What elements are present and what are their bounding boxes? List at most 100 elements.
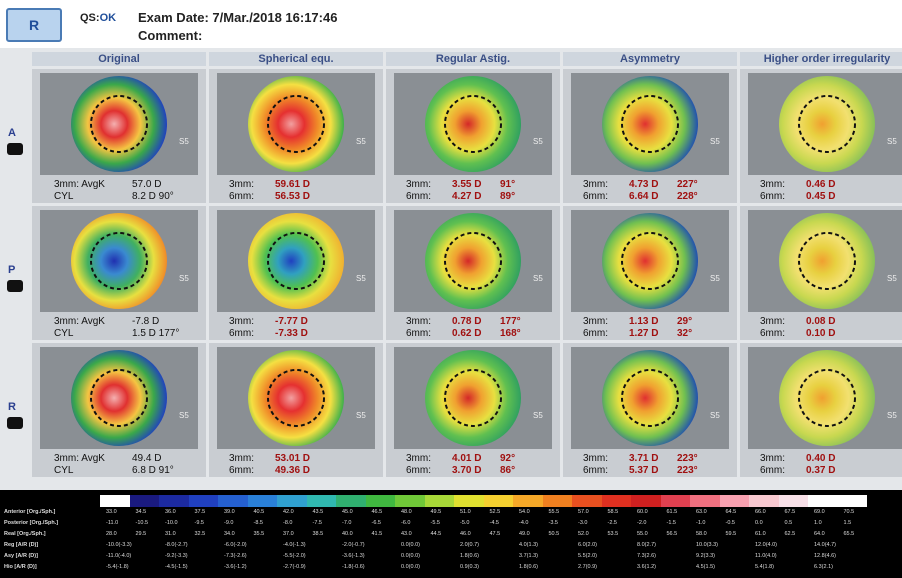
scale-swatch (425, 495, 455, 507)
measure-value: 56.53 D (275, 191, 310, 202)
scale-value: 0.0(0.0) (401, 542, 420, 548)
measure-value: 57.0 D (132, 179, 161, 190)
scale-value: 57.0 (578, 509, 589, 515)
scale-value: -10.0 (165, 520, 178, 526)
measure-label: CYL (54, 328, 73, 339)
measure-label: 3mm: (229, 316, 254, 327)
topography-map: S5 (740, 69, 902, 177)
scale-value: 69.0 (814, 509, 825, 515)
measure-angle: 91° (500, 179, 515, 190)
scale-value: 58.5 (608, 509, 619, 515)
scale-value: -2.7(-0.9) (283, 564, 306, 570)
column-header: Asymmetry (563, 52, 737, 66)
scale-value: 35.5 (254, 531, 265, 537)
scale-value: 56.5 (667, 531, 678, 537)
scale-value: -1.0 (696, 520, 705, 526)
scale-value: 65.5 (844, 531, 855, 537)
scale-value: -2.0 (637, 520, 646, 526)
map-tag: S5 (356, 411, 366, 420)
scale-value: 49.0 (519, 531, 530, 537)
scale-value: -8.0 (283, 520, 292, 526)
measure-angle: 89° (500, 191, 515, 202)
map-disc (248, 213, 344, 309)
map-disc (602, 350, 698, 446)
map-tag: S5 (533, 411, 543, 420)
measure-angle: 92° (500, 453, 515, 464)
measure-label: CYL (54, 191, 73, 202)
qs-label: QS: (80, 12, 100, 24)
map-cell: S53mm:0.46 D6mm:0.45 D (740, 69, 902, 203)
scale-value: 41.5 (372, 531, 383, 537)
scale-value: 2.0(0.7) (460, 542, 479, 548)
scale-value: 12.8(4.6) (814, 553, 836, 559)
map-disc (779, 213, 875, 309)
scale-value: 45.0 (342, 509, 353, 515)
measure-label: CYL (54, 465, 73, 476)
measure-value: 4.73 D (629, 179, 658, 190)
scale-value: 2.7(0.9) (578, 564, 597, 570)
scale-value: -4.0 (519, 520, 528, 526)
scale-value: 6.0(2.0) (578, 542, 597, 548)
measure-label: 3mm: (229, 179, 254, 190)
eye-button[interactable]: R (6, 8, 62, 42)
scale-row-label: Anterior [Org./Sph.] (4, 509, 55, 515)
scale-value: 52.0 (578, 531, 589, 537)
measure-label: 3mm: (406, 316, 431, 327)
scale-value: -6.5 (372, 520, 381, 526)
scale-swatch (779, 495, 809, 507)
scale-value: 1.5 (844, 520, 852, 526)
map-tag: S5 (710, 137, 720, 146)
topography-map: S5 (386, 343, 560, 451)
scale-swatch (808, 495, 838, 507)
measure-value: 59.61 D (275, 179, 310, 190)
scale-value: -11.0(-4.0) (106, 553, 131, 559)
measure-value: 0.37 D (806, 465, 835, 476)
exam-date: Exam Date: 7/Mar./2018 16:17:46 (138, 10, 337, 25)
scale-value: 5.5(2.0) (578, 553, 597, 559)
scale-value: 31.0 (165, 531, 176, 537)
row-label: R (8, 401, 16, 413)
scale-value: 47.5 (490, 531, 501, 537)
measure-angle: 227° (677, 179, 698, 190)
scale-value: -2.0(-0.7) (342, 542, 365, 548)
map-tag: S5 (179, 137, 189, 146)
scale-value: -5.0 (460, 520, 469, 526)
measure-label: 3mm: (229, 453, 254, 464)
measure-value: 1.27 D (629, 328, 658, 339)
map-disc (71, 213, 167, 309)
map-disc (425, 350, 521, 446)
measure-label: 3mm: (583, 179, 608, 190)
scale-value: -7.0 (342, 520, 351, 526)
scale-value: 11.0(4.0) (755, 553, 777, 559)
scale-swatch (336, 495, 366, 507)
measure-label: 6mm: (229, 191, 254, 202)
row-label: A (8, 127, 16, 139)
measure-value: 4.01 D (452, 453, 481, 464)
measure-angle: 223° (677, 453, 698, 464)
scale-value: 37.5 (195, 509, 206, 515)
scale-value: -6.0(-2.0) (224, 542, 247, 548)
column-header: Higher order irregularity (740, 52, 902, 66)
scale-value: 40.5 (254, 509, 265, 515)
map-disc (425, 213, 521, 309)
eye-icon (7, 417, 23, 429)
map-cell: S53mm:4.01 D92°6mm:3.70 D86° (386, 343, 560, 477)
scale-swatch (484, 495, 514, 507)
scale-value: -2.5 (608, 520, 617, 526)
measure-value: 1.5 D 177° (132, 328, 179, 339)
measure-label: 6mm: (229, 328, 254, 339)
map-cell: S53mm:0.78 D177°6mm:0.62 D168° (386, 206, 560, 340)
map-cell: S53mm:4.73 D227°6mm:6.64 D228° (563, 69, 737, 203)
measure-label: 3mm: (760, 316, 785, 327)
scale-value: 0.5 (785, 520, 793, 526)
measure-value: 6.64 D (629, 191, 658, 202)
scale-value: 44.5 (431, 531, 442, 537)
scale-swatch (307, 495, 337, 507)
scale-swatch (189, 495, 219, 507)
measure-value: -7.8 D (132, 316, 159, 327)
scale-value: 43.0 (401, 531, 412, 537)
scale-value: 43.5 (313, 509, 324, 515)
scale-value: -5.5(-2.0) (283, 553, 306, 559)
